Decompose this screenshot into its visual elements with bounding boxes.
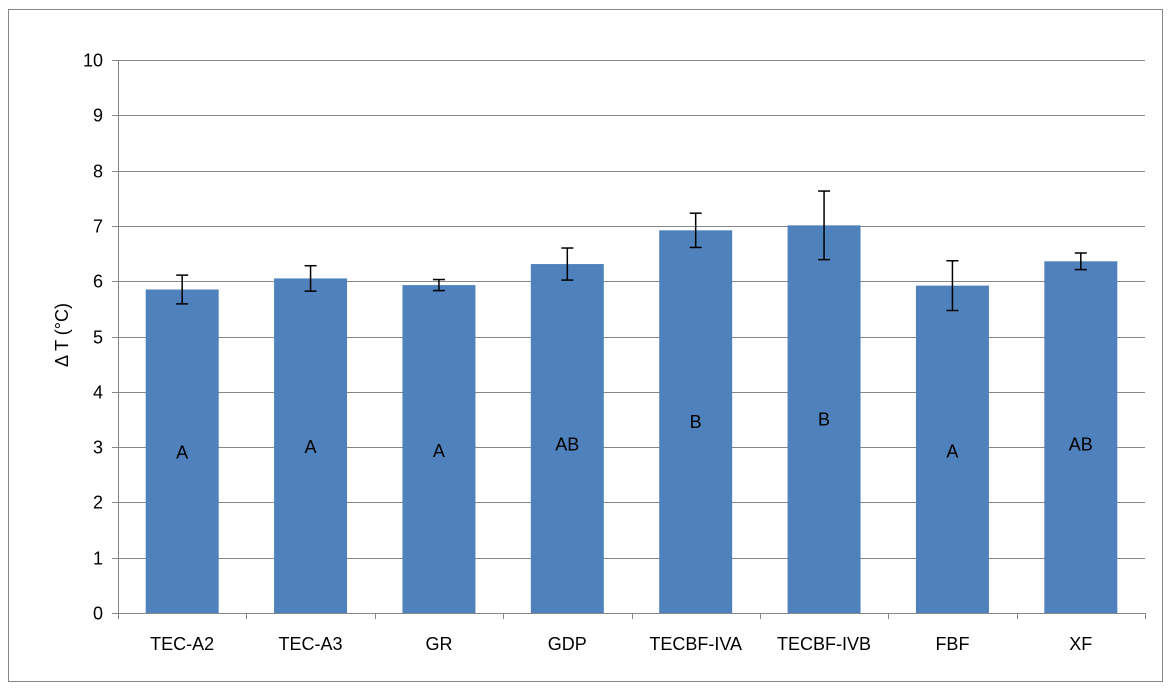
y-tick-label: 4	[93, 383, 103, 403]
y-tick-label: 6	[93, 272, 103, 292]
x-tick-label: TEC-A2	[150, 634, 214, 654]
y-tick-label: 10	[83, 51, 103, 71]
y-tick-label: 9	[93, 106, 103, 126]
data-label: A	[433, 441, 445, 461]
data-label: AB	[1069, 434, 1093, 454]
x-tick-label: TECBF-IVA	[649, 634, 742, 654]
y-tick-label: 7	[93, 217, 103, 237]
gridlines	[118, 60, 1145, 559]
bar	[530, 264, 604, 613]
x-tick-labels: TEC-A2 TEC-A3 GR GDP TECBF-IVA TECBF-IVB FBF XF	[150, 634, 1092, 654]
bar	[1044, 261, 1118, 613]
data-label: A	[176, 443, 188, 463]
bar	[915, 285, 989, 613]
y-tick-label: 5	[93, 328, 103, 348]
bars	[145, 225, 1118, 614]
bar	[787, 225, 861, 614]
x-tick-label: TEC-A3	[279, 634, 343, 654]
y-tick-label: 0	[93, 604, 103, 624]
data-label: A	[946, 442, 958, 462]
x-tick-label: FBF	[935, 634, 969, 654]
y-tick-labels: 0 1 2 3 4 5 6 7 8 9 10	[83, 51, 103, 624]
y-tick-label: 8	[93, 162, 103, 182]
y-tick-label: 3	[93, 438, 103, 458]
data-label: B	[690, 412, 702, 432]
x-tick-label: GR	[425, 634, 452, 654]
x-tick-label: XF	[1069, 634, 1092, 654]
y-tick-label: 1	[93, 549, 103, 569]
x-tick-label: GDP	[548, 634, 587, 654]
bar	[145, 289, 219, 613]
data-label: B	[818, 409, 830, 429]
y-axis-title: Δ T (°C)	[52, 303, 72, 367]
bar	[659, 230, 733, 613]
x-tick-label: TECBF-IVB	[777, 634, 871, 654]
bar	[402, 285, 476, 613]
data-label: AB	[555, 434, 579, 454]
data-label: A	[305, 437, 317, 457]
y-tick-label: 2	[93, 493, 103, 513]
axes	[112, 60, 1146, 619]
bar	[274, 278, 348, 613]
data-labels: A A A AB B B A AB	[176, 409, 1093, 462]
error-bars	[176, 190, 1087, 312]
